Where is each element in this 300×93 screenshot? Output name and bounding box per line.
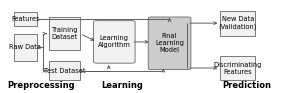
Text: Preprocessing: Preprocessing (8, 81, 75, 90)
FancyBboxPatch shape (148, 17, 191, 70)
Text: Training
Dataset: Training Dataset (52, 27, 78, 40)
FancyBboxPatch shape (94, 21, 135, 63)
Text: Prediction: Prediction (222, 81, 271, 90)
Text: Raw Data: Raw Data (10, 44, 41, 50)
FancyBboxPatch shape (220, 56, 256, 80)
Text: Discriminating
Features: Discriminating Features (214, 62, 262, 74)
FancyBboxPatch shape (220, 11, 256, 36)
Text: New Data
(Validation): New Data (Validation) (219, 16, 257, 30)
Text: Learning: Learning (102, 81, 143, 90)
Text: Final
Learning
Model: Final Learning Model (155, 33, 184, 53)
FancyBboxPatch shape (50, 17, 80, 50)
FancyBboxPatch shape (14, 12, 38, 26)
Text: Learning
Algorithm: Learning Algorithm (98, 35, 131, 48)
FancyBboxPatch shape (50, 61, 80, 80)
Text: Test Dataset: Test Dataset (44, 68, 86, 74)
FancyBboxPatch shape (14, 34, 38, 61)
Text: Features: Features (11, 16, 40, 22)
